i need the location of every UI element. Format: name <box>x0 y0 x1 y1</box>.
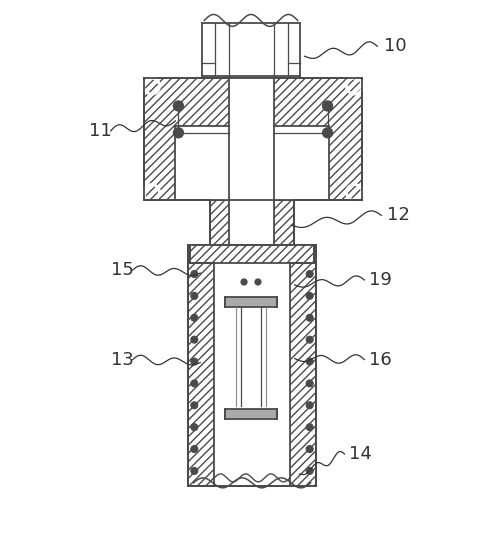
Bar <box>224 297 277 307</box>
Circle shape <box>190 423 197 431</box>
Circle shape <box>306 402 313 409</box>
Circle shape <box>306 336 313 343</box>
Bar <box>224 409 277 419</box>
Bar <box>190 245 313 263</box>
Text: 19: 19 <box>369 271 391 289</box>
Text: 15: 15 <box>111 261 133 279</box>
Circle shape <box>190 314 197 321</box>
Circle shape <box>190 270 197 278</box>
Bar <box>228 200 274 245</box>
Circle shape <box>322 101 332 111</box>
Bar <box>228 78 274 200</box>
Circle shape <box>306 358 313 365</box>
Circle shape <box>306 270 313 278</box>
Text: 11: 11 <box>89 122 111 140</box>
Bar <box>175 126 328 200</box>
Circle shape <box>306 446 313 452</box>
Circle shape <box>190 292 197 299</box>
Text: 14: 14 <box>349 445 372 463</box>
Circle shape <box>190 380 197 387</box>
Circle shape <box>322 128 332 138</box>
Circle shape <box>190 467 197 475</box>
Text: 10: 10 <box>383 37 406 56</box>
Text: 16: 16 <box>369 351 391 369</box>
Text: 13: 13 <box>111 351 133 369</box>
Bar <box>143 78 362 200</box>
Circle shape <box>240 279 246 285</box>
Bar <box>210 200 293 245</box>
Text: 12: 12 <box>386 206 409 224</box>
Circle shape <box>255 279 261 285</box>
Circle shape <box>306 467 313 475</box>
Circle shape <box>173 128 183 138</box>
Circle shape <box>190 358 197 365</box>
Circle shape <box>173 101 183 111</box>
Circle shape <box>306 292 313 299</box>
Circle shape <box>306 380 313 387</box>
Bar <box>188 245 315 486</box>
Circle shape <box>190 336 197 343</box>
Circle shape <box>190 402 197 409</box>
Circle shape <box>306 314 313 321</box>
Circle shape <box>306 423 313 431</box>
Circle shape <box>190 446 197 452</box>
Bar <box>214 245 289 486</box>
